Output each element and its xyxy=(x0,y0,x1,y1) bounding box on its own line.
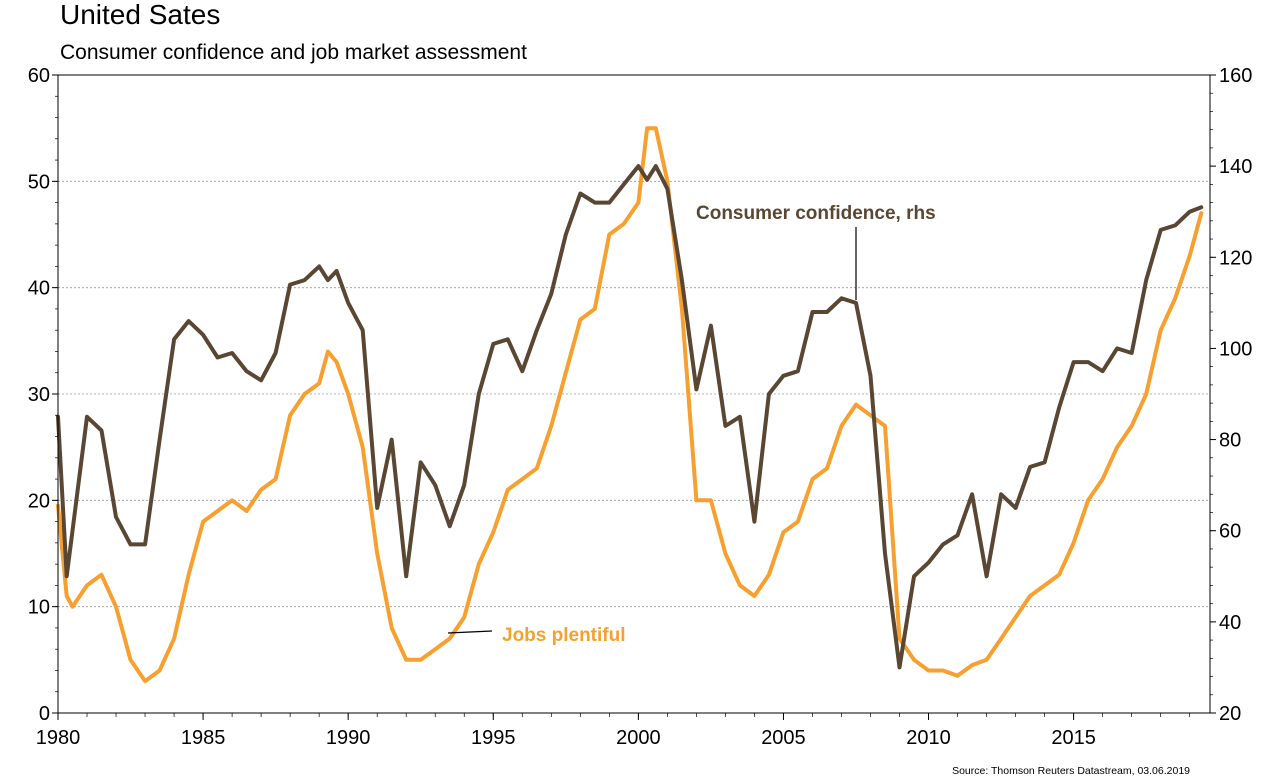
series-line-jobs-plentiful xyxy=(56,126,1204,684)
chart-subtitle: Consumer confidence and job market asses… xyxy=(60,41,527,64)
x-tick-label: 1995 xyxy=(471,727,516,749)
right-tick-label: 40 xyxy=(1219,612,1241,634)
x-tick-label: 2015 xyxy=(1051,727,1096,749)
left-tick-label: 30 xyxy=(28,384,50,406)
left-tick-label: 10 xyxy=(28,597,50,619)
right-tick-label: 100 xyxy=(1219,338,1252,360)
axes: 0 10 20 30 40 50 60 20 40 60 80 100 120 140 160 1980 198… xyxy=(28,65,1253,749)
left-tick-label: 0 xyxy=(39,703,50,725)
left-tick-label: 50 xyxy=(28,171,50,193)
right-tick-label: 80 xyxy=(1219,430,1241,452)
series-layer xyxy=(56,126,1204,684)
right-tick-label: 60 xyxy=(1219,521,1241,543)
right-tick-label: 20 xyxy=(1219,703,1241,725)
x-tick-label: 2005 xyxy=(761,727,806,749)
annotation-jobs-plentiful: Jobs plentiful xyxy=(502,625,626,646)
x-tick-label: 2010 xyxy=(906,727,951,749)
annotation-leader-jobs-plentiful xyxy=(447,630,493,634)
left-tick-label: 60 xyxy=(28,65,50,87)
x-tick-label: 2000 xyxy=(616,727,661,749)
annotations: Consumer confidence, rhs Jobs plentiful xyxy=(447,203,936,646)
x-tick-label: 1990 xyxy=(326,727,371,749)
left-tick-label: 20 xyxy=(28,490,50,512)
right-tick-label: 160 xyxy=(1219,65,1252,87)
series-line-consumer-confidence-rhs xyxy=(56,164,1204,670)
chart-title: United Sates xyxy=(60,0,220,30)
gridlines xyxy=(58,180,1210,608)
source-note: Source: Thomson Reuters Datastream, 03.0… xyxy=(952,765,1190,777)
x-tick-label: 1980 xyxy=(36,727,81,749)
right-tick-label: 120 xyxy=(1219,247,1252,269)
x-tick-label: 1985 xyxy=(181,727,226,749)
annotation-consumer-confidence: Consumer confidence, rhs xyxy=(696,203,936,224)
left-tick-label: 40 xyxy=(28,278,50,300)
right-tick-label: 140 xyxy=(1219,156,1252,178)
